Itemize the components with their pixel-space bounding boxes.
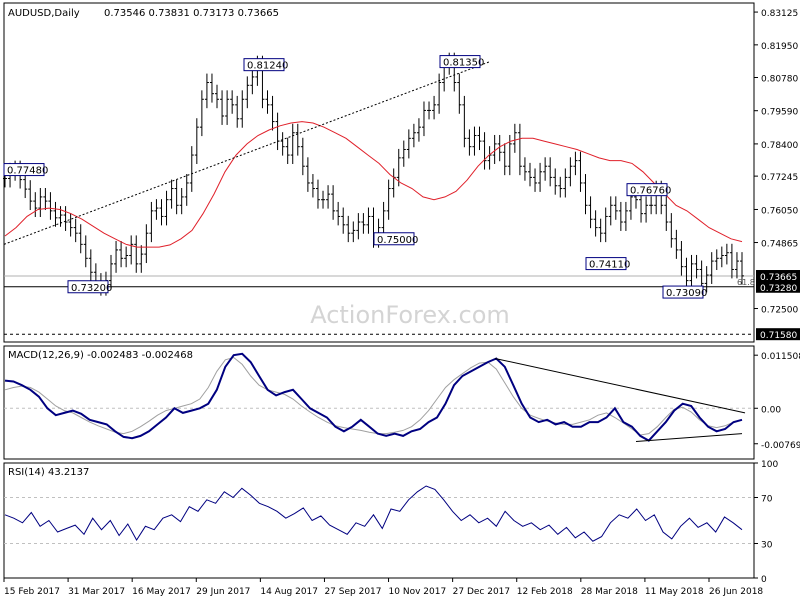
x-tick-label: 26 Jun 2018 <box>709 587 763 597</box>
watermark-text: ActionForex.com <box>310 301 510 329</box>
macd-panel-frame <box>3 345 755 460</box>
x-tick-label: 15 Feb 2017 <box>4 587 60 597</box>
price-y-tick-label: 0.79590 <box>761 108 798 118</box>
x-tick-label: 16 May 2017 <box>132 587 191 597</box>
price-label-text: 0.73090 <box>666 288 707 299</box>
price-label-box <box>67 280 109 294</box>
price-y-tick-label: 0.80780 <box>761 74 798 84</box>
price-label-box <box>373 232 415 246</box>
support-price-tag-bg <box>756 280 800 293</box>
price-label-text: 0.81240 <box>247 61 288 72</box>
price-label: 0.73200 <box>67 280 112 294</box>
current-price-tag: 0.73665 <box>760 273 797 283</box>
x-tick-label: 31 Mar 2017 <box>68 587 125 597</box>
current-price-tag-bg <box>756 270 800 283</box>
moving-average-line <box>4 121 743 248</box>
price-label-box <box>3 163 45 177</box>
price-label-box <box>439 55 481 69</box>
rsi-y-tick-label: 100 <box>761 460 778 470</box>
support-price-tag: 0.73280 <box>760 284 797 294</box>
rsi-line <box>4 485 743 542</box>
macd-trendline-upper <box>494 357 746 414</box>
price-label-box <box>626 183 668 197</box>
price-label-text: 0.75000 <box>377 235 418 246</box>
price-label-text: 0.76760 <box>630 186 671 197</box>
price-label-text: 0.81350 <box>443 58 484 69</box>
price-y-tick-label: 0.74865 <box>761 240 798 250</box>
x-tick-label: 11 May 2018 <box>645 587 704 597</box>
price-y-tick-label: 0.81950 <box>761 42 798 52</box>
macd-signal-line <box>4 356 734 436</box>
price-y-tick-label: 0.77245 <box>761 173 798 183</box>
price-label-text: 0.73200 <box>71 283 112 294</box>
price-y-tick-label: 0.72500 <box>761 306 798 316</box>
lower-level-tag-bg <box>756 328 800 341</box>
rsi-y-tick-label: 30 <box>761 541 773 551</box>
price-y-tick-label: 0.78400 <box>761 141 798 151</box>
macd-y-tick-label: -0.007694 <box>761 441 800 451</box>
macd-panel-title: MACD(12,26,9) -0.002483 -0.002468 <box>8 350 193 361</box>
price-label: 0.73090 <box>662 285 707 299</box>
macd-y-tick-label: 0.011508 <box>761 352 800 362</box>
rsi-panel-title: RSI(14) 43.2137 <box>8 467 89 478</box>
x-tick-label: 10 Nov 2017 <box>389 587 447 597</box>
price-label-box <box>662 285 704 299</box>
price-panel-title: AUDUSD,Daily <box>8 8 80 19</box>
x-tick-label: 27 Sep 2017 <box>324 587 381 597</box>
macd-y-tick-label: 0.00 <box>761 405 781 415</box>
price-label: 0.75000 <box>373 232 418 246</box>
price-label: 0.77480 <box>3 163 48 177</box>
rsi-y-tick-label: 70 <box>761 495 773 505</box>
trendline-dashed <box>3 61 491 245</box>
price-label-text: 0.77480 <box>7 166 48 177</box>
rsi-panel-frame <box>3 462 755 579</box>
x-tick-label: 27 Dec 2017 <box>453 587 511 597</box>
price-label-text: 0.74110 <box>589 260 630 271</box>
price-label: 0.81240 <box>243 58 288 72</box>
rsi-y-tick-label: 0 <box>761 575 767 585</box>
macd-line <box>4 352 743 442</box>
price-label-box <box>243 58 285 72</box>
price-label: 0.76760 <box>626 183 671 197</box>
price-panel-frame <box>3 2 755 343</box>
x-tick-label: 29 Jun 2017 <box>196 587 250 597</box>
price-y-tick-label: 0.76050 <box>761 206 798 216</box>
fib-level-label: 61.8 <box>737 278 755 287</box>
x-tick-label: 12 Feb 2018 <box>517 587 573 597</box>
macd-trendline-lower <box>635 433 743 442</box>
price-label-box <box>585 257 627 271</box>
ohlc-values: 0.73546 0.73831 0.73173 0.73665 <box>104 8 279 19</box>
price-y-tick-label: 0.83125 <box>761 9 798 19</box>
x-tick-label: 14 Aug 2017 <box>260 587 318 597</box>
price-label: 0.81350 <box>439 55 484 69</box>
x-tick-label: 28 Mar 2018 <box>581 587 638 597</box>
lower-level-tag: 0.71580 <box>760 331 797 341</box>
price-label: 0.74110 <box>585 257 630 271</box>
